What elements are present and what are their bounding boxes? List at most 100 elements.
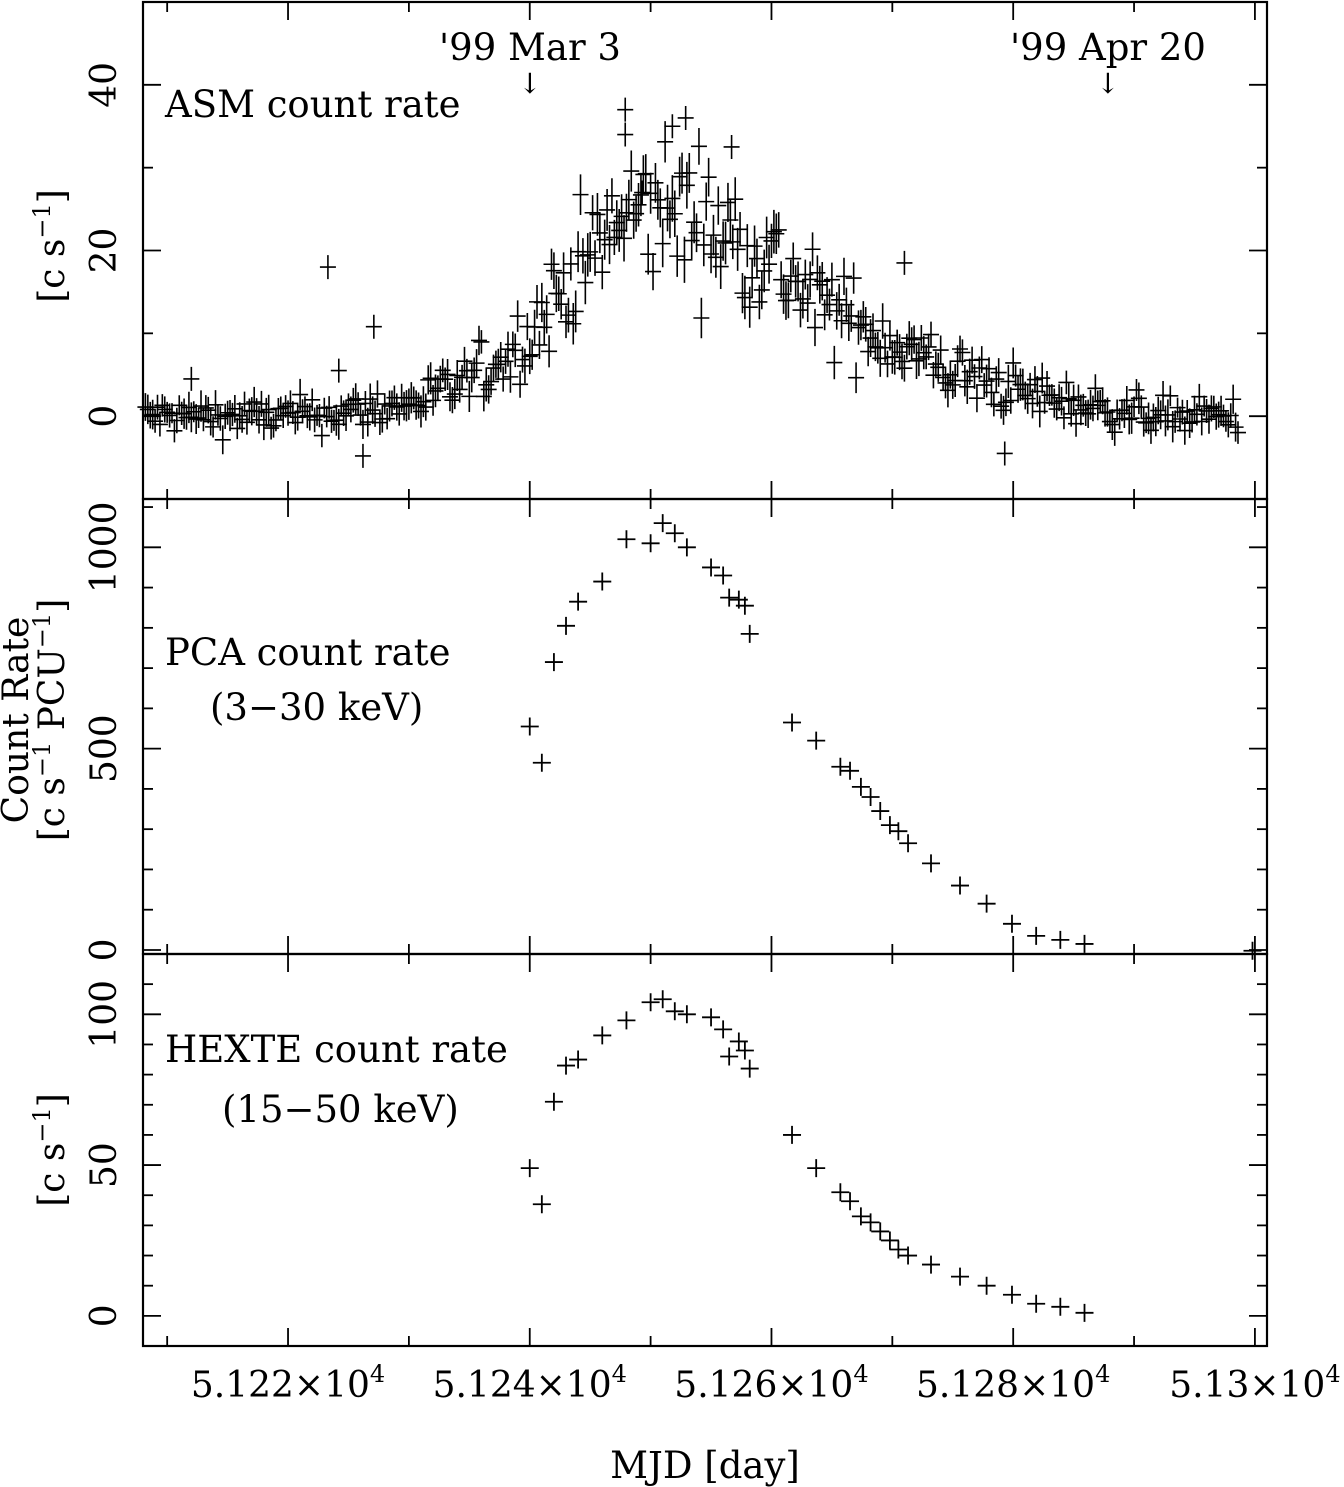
- asm-data-point: [579, 233, 596, 277]
- asm-data-point: [594, 255, 611, 290]
- asm-data-point: [417, 393, 434, 421]
- asm-data-point: [732, 212, 749, 247]
- asm-data-point: [831, 283, 848, 316]
- hexte-data-point: [720, 1047, 739, 1066]
- asm-data-point: [826, 345, 843, 380]
- asm-data-point: [512, 370, 529, 398]
- asm-data-point: [587, 240, 604, 276]
- asm-data-point: [988, 366, 1005, 392]
- asm-data-point: [690, 127, 707, 165]
- asm-data-point: [741, 286, 758, 328]
- asm-data-point: [647, 162, 664, 203]
- pca-data-point: [841, 761, 860, 780]
- asm-data-point: [645, 252, 662, 291]
- pca-data-point: [1027, 926, 1046, 945]
- asm-data-point: [166, 419, 183, 443]
- x-axis-label: MJD [day]: [610, 1444, 800, 1487]
- asm-data-point: [896, 354, 913, 382]
- pca-data-point: [951, 876, 970, 895]
- pca-data-point: [1243, 941, 1262, 960]
- x-tick-label: 5.13×104: [1169, 1360, 1340, 1406]
- asm-data-point: [983, 377, 1000, 408]
- pca-data-point: [520, 717, 539, 736]
- asm-data-point: [1058, 370, 1075, 395]
- pca-data-point: [593, 572, 612, 591]
- asm-data-point: [1150, 396, 1167, 425]
- asm-data-point: [843, 299, 860, 332]
- pca-data-point: [831, 757, 850, 776]
- pca-data-point: [1075, 934, 1094, 953]
- asm-data-point: [1121, 404, 1138, 435]
- asm-data-point: [543, 248, 560, 280]
- asm-data-point: [678, 161, 695, 209]
- asm-data-point: [954, 339, 971, 366]
- annotation-apr20-arrow: ↓: [1096, 67, 1119, 100]
- asm-data-point: [906, 325, 923, 354]
- hexte-data-point: [641, 993, 660, 1012]
- annotation-apr20-label: '99 Apr 20: [1010, 26, 1206, 69]
- pca-y-tick-label: 500: [84, 714, 125, 783]
- asm-data-point: [545, 252, 562, 289]
- pca-data-point: [740, 624, 759, 643]
- pca-data-point: [735, 596, 754, 615]
- asm-y-tick-label: 20: [84, 228, 125, 274]
- asm-data-point: [676, 236, 693, 283]
- pca-data-point: [665, 524, 684, 543]
- asm-data-point: [292, 378, 309, 411]
- pca-data-point: [871, 802, 890, 821]
- asm-data-point: [860, 336, 877, 367]
- asm-data-point: [811, 265, 828, 304]
- asm-data-point: [354, 443, 371, 468]
- asm-data-point: [835, 257, 852, 295]
- asm-data-point: [495, 366, 512, 392]
- asm-data-point: [1051, 384, 1068, 412]
- pca-y-tick-label: 0: [84, 939, 125, 962]
- pca-data-point: [899, 834, 918, 853]
- asm-data-point: [1227, 412, 1244, 442]
- asm-data-point: [565, 303, 582, 345]
- asm-data-point: [603, 178, 620, 214]
- pca-data-point: [714, 566, 733, 585]
- asm-data-point: [1123, 402, 1140, 434]
- hexte-data-point: [557, 1056, 576, 1075]
- asm-data-point: [365, 314, 382, 339]
- asm-data-point: [1164, 411, 1181, 443]
- asm-data-point: [1104, 409, 1121, 441]
- asm-data-point: [623, 150, 640, 192]
- asm-data-point: [589, 192, 606, 236]
- hexte-data-point: [617, 1011, 636, 1030]
- asm-y-tick-label: 40: [84, 62, 125, 108]
- asm-data-point: [746, 225, 763, 267]
- asm-data-point: [753, 270, 770, 310]
- pca-data-point: [617, 530, 636, 549]
- asm-data-point: [224, 402, 241, 427]
- asm-data-point: [483, 368, 500, 395]
- pca-data-point: [702, 558, 721, 577]
- asm-data-point: [451, 376, 468, 403]
- asm-data-point: [686, 201, 703, 244]
- asm-data-point: [802, 261, 819, 298]
- asm-data-point: [855, 301, 872, 333]
- pca-y-axis-label-line1: Count Rate: [0, 617, 37, 824]
- asm-data-point: [258, 397, 275, 427]
- asm-data-series: [137, 97, 1246, 468]
- pca-y-tick-label: 1000: [84, 502, 125, 594]
- asm-data-point: [695, 223, 712, 267]
- asm-data-point: [727, 177, 744, 222]
- asm-data-point: [896, 250, 913, 275]
- hexte-data-point: [544, 1092, 563, 1111]
- asm-data-point: [304, 388, 321, 412]
- asm-data-point: [923, 321, 940, 348]
- asm-data-point: [461, 380, 478, 412]
- hexte-data-point: [740, 1059, 759, 1078]
- asm-data-point: [705, 214, 722, 256]
- asm-data-point: [1055, 406, 1072, 430]
- asm-data-point: [1133, 395, 1150, 419]
- asm-data-point: [968, 384, 985, 413]
- asm-data-point: [502, 361, 519, 393]
- asm-data-point: [161, 403, 178, 428]
- asm-data-point: [996, 441, 1013, 466]
- asm-data-point: [1225, 384, 1242, 414]
- asm-data-point: [246, 386, 263, 418]
- x-tick-labels: 5.122×104 5.124×104 5.126×104 5.128×104 5.13…: [191, 1360, 1341, 1406]
